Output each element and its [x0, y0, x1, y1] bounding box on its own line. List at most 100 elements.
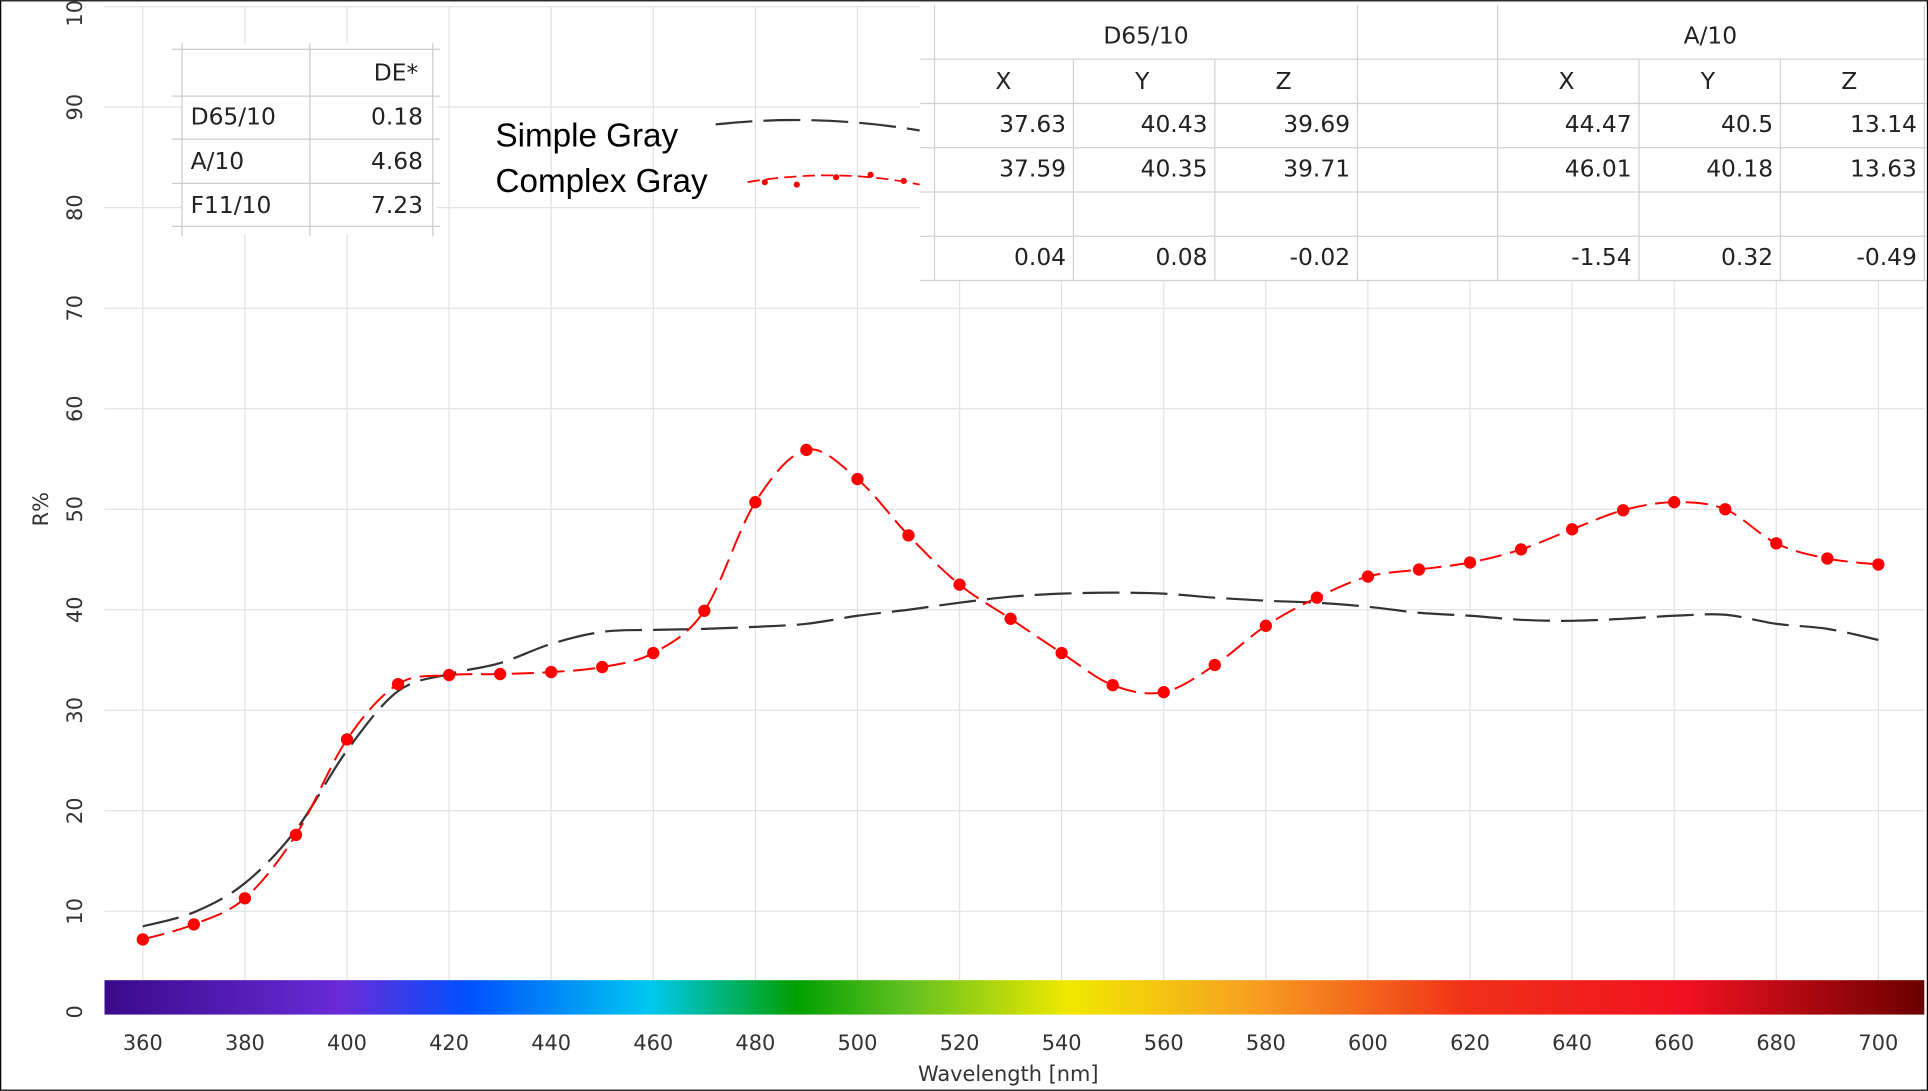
- x-tick-label: 660: [1654, 1031, 1694, 1055]
- table-header: Z: [1276, 67, 1292, 95]
- table-cell: 4.68: [371, 147, 423, 175]
- spectrum-bar: [104, 980, 1925, 1015]
- data-point: [493, 667, 507, 681]
- x-tick-label: 680: [1756, 1031, 1796, 1055]
- table-cell: 39.69: [1283, 110, 1350, 138]
- x-tick-label: 700: [1858, 1031, 1898, 1055]
- table-cell: 40.35: [1141, 154, 1208, 182]
- x-tick-label: 540: [1042, 1031, 1082, 1055]
- data-point: [1668, 496, 1681, 509]
- y-tick-label: 90: [63, 94, 87, 121]
- data-point: [1463, 556, 1477, 569]
- data-point: [1565, 523, 1579, 536]
- table-cell: 0.08: [1155, 243, 1207, 271]
- table-background: [919, 5, 1927, 281]
- y-tick-label: 10: [63, 898, 87, 925]
- x-tick-label: 620: [1450, 1031, 1490, 1055]
- data-point: [187, 918, 200, 931]
- table-cell: 40.18: [1706, 154, 1773, 182]
- x-tick-label: 580: [1246, 1031, 1286, 1055]
- data-point: [953, 578, 966, 591]
- data-point: [340, 733, 354, 746]
- x-tick-label: 460: [633, 1031, 673, 1055]
- x-tick-label: 480: [735, 1031, 775, 1055]
- data-point: [1412, 563, 1426, 576]
- table-cell: 40.43: [1141, 110, 1208, 138]
- table-cell: 37.63: [999, 110, 1066, 138]
- data-point: [1157, 686, 1170, 699]
- data-point: [902, 529, 915, 542]
- series-line: [142, 591, 1879, 928]
- data-point: [596, 660, 609, 674]
- table-header: X: [1558, 67, 1574, 95]
- table-cell: -0.49: [1856, 243, 1916, 271]
- table-header: DE*: [374, 58, 418, 86]
- table-header: Y: [1134, 67, 1150, 95]
- x-tick-label: 400: [327, 1031, 367, 1055]
- table-cell: 46.01: [1565, 154, 1632, 182]
- data-point: [851, 472, 864, 486]
- y-tick-label: 60: [63, 395, 87, 422]
- table-header: X: [995, 67, 1011, 95]
- y-tick-label: 70: [63, 295, 87, 322]
- legend-label: Simple Gray: [496, 118, 679, 155]
- table-cell: 13.63: [1850, 154, 1917, 182]
- legend-marker: [761, 179, 768, 186]
- table-cell: 39.71: [1283, 154, 1350, 182]
- data-point: [647, 646, 660, 660]
- x-axis-label: Wavelength [nm]: [918, 1062, 1098, 1086]
- data-point: [1514, 543, 1528, 556]
- x-tick-label: 520: [940, 1031, 980, 1055]
- y-tick-label: 30: [63, 697, 87, 724]
- data-point: [1821, 552, 1834, 565]
- table-group-header: A/10: [1684, 22, 1738, 50]
- table-group-header: D65/10: [1103, 22, 1188, 50]
- table-cell: -1.54: [1571, 243, 1631, 271]
- data-point: [1055, 646, 1068, 660]
- y-tick-label: 100: [63, 0, 87, 27]
- y-axis-label: R%: [29, 492, 53, 526]
- legend-marker: [900, 177, 907, 184]
- legend-marker: [833, 174, 840, 181]
- data-point: [1208, 658, 1221, 672]
- table-cell: D65/10: [191, 103, 276, 131]
- y-tick-label: 40: [63, 596, 87, 623]
- data-point: [136, 933, 149, 946]
- data-point: [289, 828, 303, 842]
- y-tick-label: 80: [63, 194, 87, 221]
- data-point: [800, 443, 813, 457]
- table-cell: 44.47: [1565, 110, 1632, 138]
- table-cell: 37.59: [999, 154, 1066, 182]
- data-point: [442, 668, 456, 682]
- legend-marker: [867, 171, 874, 178]
- x-tick-label: 440: [531, 1031, 571, 1055]
- table-header: Z: [1841, 67, 1857, 95]
- data-point: [1719, 503, 1732, 516]
- data-point: [1310, 591, 1324, 604]
- table-cell: -0.02: [1290, 243, 1350, 271]
- table-cell: 0.32: [1721, 243, 1773, 271]
- x-tick-label: 360: [123, 1031, 163, 1055]
- y-tick-label: 50: [63, 496, 87, 523]
- table-cell: 40.5: [1721, 110, 1773, 138]
- data-point: [1616, 504, 1630, 517]
- x-tick-label: 500: [838, 1031, 878, 1055]
- table-header: Y: [1700, 67, 1716, 95]
- data-point: [1106, 678, 1119, 692]
- table-cell: F11/10: [191, 191, 272, 219]
- y-tick-label: 0: [63, 1005, 87, 1018]
- data-point: [1872, 558, 1885, 571]
- data-point: [1259, 619, 1272, 632]
- data-point: [391, 677, 405, 691]
- data-point: [1004, 612, 1017, 625]
- data-point: [698, 604, 711, 617]
- legend-label: Complex Gray: [496, 163, 708, 200]
- data-point: [1361, 570, 1375, 583]
- x-tick-label: 560: [1144, 1031, 1184, 1055]
- data-point: [749, 496, 762, 509]
- x-tick-label: 640: [1552, 1031, 1592, 1055]
- y-tick-label: 20: [63, 797, 87, 824]
- table-cell: 0.04: [1014, 243, 1066, 271]
- data-point: [545, 665, 558, 679]
- table-cell: 13.14: [1850, 110, 1917, 138]
